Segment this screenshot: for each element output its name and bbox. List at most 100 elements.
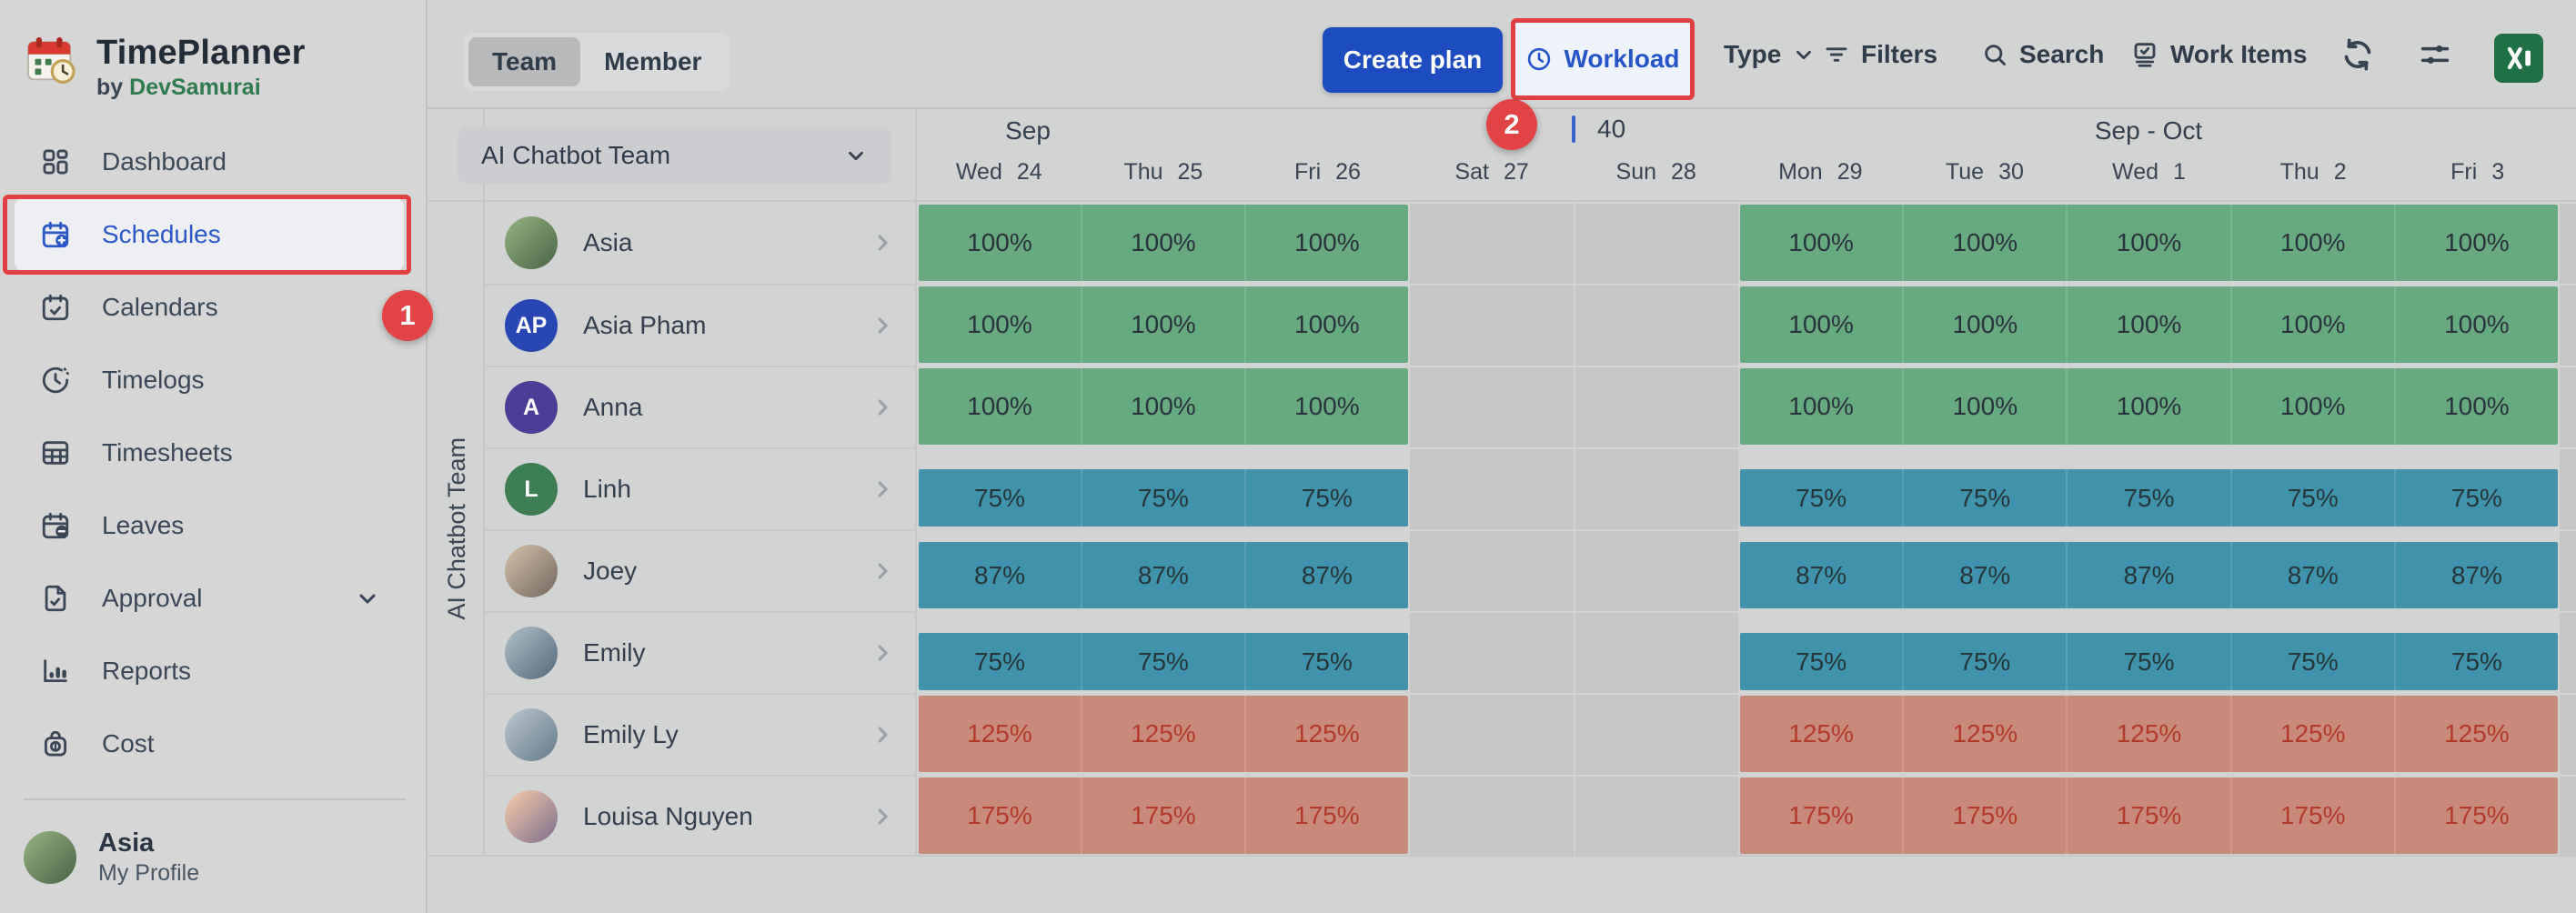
workload-cell[interactable]: 100%	[2393, 286, 2558, 363]
member-row-joey[interactable]: Joey	[485, 529, 917, 611]
workload-cell[interactable]: 87%	[2393, 542, 2558, 608]
workload-bar[interactable]: 87% 87% 87%	[919, 542, 1408, 608]
member-row-louisa-nguyen[interactable]: Louisa Nguyen	[485, 775, 917, 857]
workload-cell[interactable]: 75%	[2066, 633, 2229, 690]
workload-cell[interactable]: 100%	[1902, 368, 2066, 445]
refresh-button[interactable]	[2340, 0, 2376, 109]
workload-cell[interactable]: 100%	[1080, 286, 1244, 363]
workload-cell[interactable]: 100%	[1902, 286, 2066, 363]
sidebar-item-schedules[interactable]: Schedules	[15, 198, 404, 271]
workload-cell[interactable]: 87%	[1902, 542, 2066, 608]
workload-cell[interactable]: 100%	[1243, 205, 1408, 281]
workload-cell[interactable]: 87%	[1080, 542, 1244, 608]
workload-cell[interactable]: 100%	[2229, 286, 2394, 363]
workload-cell[interactable]: 100%	[2229, 205, 2394, 281]
workload-cell[interactable]: 125%	[1902, 696, 2066, 772]
work-items-button[interactable]: Work Items	[2130, 0, 2307, 109]
sidebar-item-leaves[interactable]: Leaves	[15, 489, 404, 562]
workload-bar[interactable]: 100% 100% 100% 100% 100%	[1740, 368, 2558, 445]
workload-cell[interactable]: 100%	[919, 368, 1081, 445]
workload-bar[interactable]: 75% 75% 75%	[919, 633, 1408, 690]
sidebar-item-timesheets[interactable]: Timesheets	[15, 416, 404, 489]
filters-button[interactable]: Filters	[1823, 0, 1937, 109]
workload-cell[interactable]: 100%	[1902, 205, 2066, 281]
workload-cell[interactable]: 125%	[2229, 696, 2394, 772]
team-selector-dropdown[interactable]: AI Chatbot Team	[458, 127, 891, 184]
workload-cell[interactable]: 100%	[2393, 205, 2558, 281]
chevron-right-icon[interactable]	[870, 722, 895, 747]
workload-cell[interactable]: 75%	[2066, 469, 2229, 527]
workload-bar[interactable]: 125% 125% 125%	[919, 696, 1408, 772]
sidebar-item-calendars[interactable]: Calendars	[15, 271, 404, 344]
workload-cell[interactable]: 87%	[1243, 542, 1408, 608]
member-row-anna[interactable]: A Anna	[485, 366, 917, 447]
member-row-asia[interactable]: Asia	[485, 202, 917, 284]
workload-cell[interactable]: 175%	[1740, 778, 1902, 854]
workload-cell[interactable]: 175%	[2229, 778, 2394, 854]
workload-cell[interactable]: 75%	[1902, 469, 2066, 527]
workload-cell[interactable]: 75%	[2229, 469, 2394, 527]
workload-bar[interactable]: 75% 75% 75% 75% 75%	[1740, 633, 2558, 690]
sidebar-item-cost[interactable]: Cost	[15, 707, 404, 780]
create-plan-button[interactable]: Create plan	[1323, 27, 1503, 93]
workload-cell[interactable]: 100%	[1243, 368, 1408, 445]
tab-team[interactable]: Team	[468, 37, 581, 86]
workload-cell[interactable]: 175%	[1902, 778, 2066, 854]
workload-cell[interactable]: 100%	[2066, 205, 2229, 281]
workload-cell[interactable]: 175%	[2393, 778, 2558, 854]
workload-cell[interactable]: 75%	[919, 633, 1081, 690]
chevron-right-icon[interactable]	[870, 230, 895, 256]
workload-cell[interactable]: 100%	[1740, 368, 1902, 445]
workload-cell[interactable]: 75%	[1080, 633, 1244, 690]
workload-cell[interactable]: 125%	[1740, 696, 1902, 772]
workload-bar[interactable]: 87% 87% 87% 87% 87%	[1740, 542, 2558, 608]
workload-cell[interactable]: 100%	[2393, 368, 2558, 445]
member-row-linh[interactable]: L Linh	[485, 447, 917, 529]
workload-cell[interactable]: 100%	[2229, 368, 2394, 445]
workload-cell[interactable]: 100%	[1080, 368, 1244, 445]
member-row-emily[interactable]: Emily	[485, 611, 917, 693]
workload-bar[interactable]: 100% 100% 100% 100% 100%	[1740, 286, 2558, 363]
workload-cell[interactable]: 125%	[2393, 696, 2558, 772]
workload-cell[interactable]: 75%	[2229, 633, 2394, 690]
workload-cell[interactable]: 75%	[1902, 633, 2066, 690]
chevron-right-icon[interactable]	[870, 558, 895, 584]
workload-cell[interactable]: 175%	[919, 778, 1081, 854]
workload-cell[interactable]: 87%	[1740, 542, 1902, 608]
settings-sliders-button[interactable]	[2418, 0, 2452, 109]
chevron-right-icon[interactable]	[870, 477, 895, 502]
member-row-emily-ly[interactable]: Emily Ly	[485, 693, 917, 775]
workload-cell[interactable]: 100%	[1080, 205, 1244, 281]
workload-cell[interactable]: 87%	[919, 542, 1081, 608]
workload-button[interactable]: Workload	[1511, 18, 1695, 100]
workload-bar[interactable]: 125% 125% 125% 125% 125%	[1740, 696, 2558, 772]
workload-cell[interactable]: 87%	[2229, 542, 2394, 608]
workload-cell[interactable]: 75%	[1740, 469, 1902, 527]
workload-cell[interactable]: 175%	[2066, 778, 2229, 854]
workload-cell[interactable]: 125%	[1243, 696, 1408, 772]
workload-bar[interactable]: 100% 100% 100%	[919, 205, 1408, 281]
search-button[interactable]: Search	[1981, 0, 2104, 109]
sidebar-item-reports[interactable]: Reports	[15, 635, 404, 707]
type-dropdown[interactable]: Type	[1724, 0, 1816, 109]
workload-cell[interactable]: 175%	[1243, 778, 1408, 854]
sidebar-item-dashboard[interactable]: Dashboard	[15, 125, 404, 198]
tab-member[interactable]: Member	[604, 47, 702, 75]
workload-cell[interactable]: 75%	[2393, 633, 2558, 690]
excel-export-button[interactable]	[2494, 34, 2543, 83]
my-profile-link[interactable]: Asia My Profile	[24, 828, 199, 887]
workload-bar[interactable]: 175% 175% 175%	[919, 778, 1408, 854]
sidebar-item-timelogs[interactable]: Timelogs	[15, 344, 404, 416]
workload-bar[interactable]: 100% 100% 100% 100% 100%	[1740, 205, 2558, 281]
workload-cell[interactable]: 75%	[1080, 469, 1244, 527]
workload-cell[interactable]: 100%	[1740, 205, 1902, 281]
workload-cell[interactable]: 100%	[1740, 286, 1902, 363]
workload-cell[interactable]: 75%	[919, 469, 1081, 527]
chevron-right-icon[interactable]	[870, 804, 895, 829]
chevron-right-icon[interactable]	[870, 395, 895, 420]
workload-cell[interactable]: 125%	[2066, 696, 2229, 772]
workload-bar[interactable]: 75% 75% 75% 75% 75%	[1740, 469, 2558, 527]
workload-cell[interactable]: 100%	[1243, 286, 1408, 363]
workload-cell[interactable]: 75%	[1243, 469, 1408, 527]
workload-cell[interactable]: 100%	[2066, 368, 2229, 445]
